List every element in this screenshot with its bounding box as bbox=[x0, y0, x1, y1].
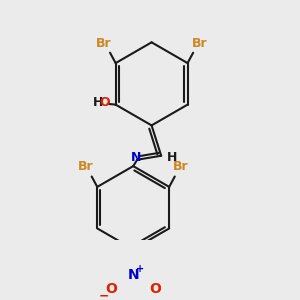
Text: Br: Br bbox=[192, 37, 207, 50]
Text: N: N bbox=[128, 268, 139, 282]
Text: +: + bbox=[136, 264, 144, 274]
Text: H: H bbox=[167, 151, 178, 164]
Text: N: N bbox=[130, 151, 141, 164]
Text: O: O bbox=[99, 96, 110, 109]
Text: Br: Br bbox=[77, 160, 93, 173]
Text: O: O bbox=[105, 282, 117, 296]
Text: O: O bbox=[150, 282, 161, 296]
Text: H: H bbox=[93, 96, 103, 109]
Text: Br: Br bbox=[96, 37, 112, 50]
Text: Br: Br bbox=[173, 160, 189, 173]
Text: −: − bbox=[98, 289, 109, 300]
